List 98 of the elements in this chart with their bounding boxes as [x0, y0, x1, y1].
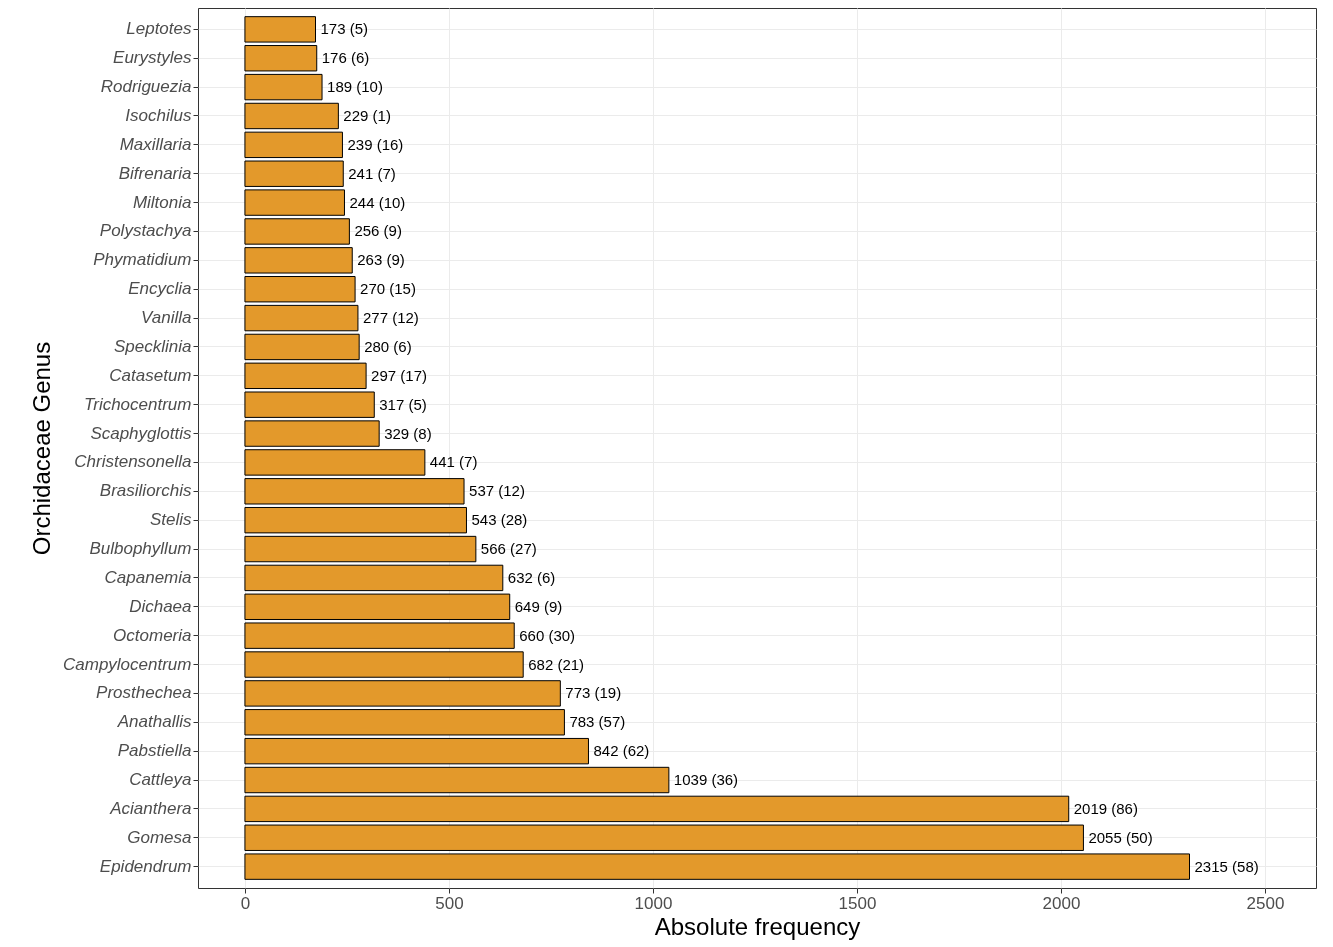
data-label: 2019 (86): [1073, 799, 1138, 817]
bar: [244, 824, 1084, 851]
data-label: 189 (10): [327, 78, 383, 96]
x-tick-label: 500: [435, 893, 464, 913]
data-label: 2055 (50): [1088, 828, 1153, 846]
y-tick-label: Campylocentrum: [63, 654, 192, 674]
data-label: 2315 (58): [1194, 857, 1259, 875]
bar: [244, 737, 589, 765]
bar: [244, 564, 504, 592]
bar: [244, 420, 380, 447]
data-label: 537 (12): [469, 482, 525, 500]
data-label: 280 (6): [364, 337, 412, 355]
bar: [244, 853, 1191, 880]
y-tick-label: Miltonia: [132, 192, 192, 212]
y-tick-label: Dichaea: [129, 596, 192, 616]
y-tick-label: Eurystyles: [113, 48, 192, 68]
data-label: 783 (57): [569, 713, 626, 731]
data-label: 773 (19): [565, 684, 622, 702]
data-label: 842 (62): [593, 742, 650, 760]
y-tick-label: Vanilla: [141, 308, 192, 328]
y-tick-label: Cattleya: [129, 770, 192, 790]
data-label: 1039 (36): [673, 771, 739, 789]
y-tick-label: Brasiliorchis: [99, 481, 192, 501]
bar: [244, 45, 318, 72]
y-tick-label: Bifrenaria: [118, 163, 192, 183]
bar: [244, 506, 467, 534]
bar: [244, 247, 353, 274]
x-tick-label: 0: [240, 893, 251, 913]
bar: [244, 189, 345, 216]
bar: [244, 16, 317, 43]
data-label: 176 (6): [321, 49, 370, 67]
data-label: 329 (8): [384, 424, 432, 442]
y-tick-label: Octomeria: [113, 625, 192, 645]
data-label: 256 (9): [354, 222, 402, 240]
y-tick-label: Rodriguezia: [100, 77, 192, 97]
y-tick-label: Anathallis: [116, 712, 192, 732]
y-tick-label: Christensonella: [74, 452, 192, 472]
bar: [244, 131, 343, 159]
y-tick-label: Acianthera: [109, 798, 192, 818]
y-tick-label: Encyclia: [128, 279, 192, 299]
y-tick-label: Polystachya: [99, 221, 192, 241]
data-label: 173 (5): [320, 20, 369, 38]
bar: [244, 73, 323, 101]
data-label: 244 (10): [349, 193, 406, 211]
bar: [244, 333, 360, 361]
data-label: 682 (21): [528, 655, 585, 673]
data-label: 297 (17): [371, 366, 427, 384]
y-axis-title: Orchidaceae Genus: [28, 341, 56, 556]
y-tick-label: Stelis: [149, 510, 192, 530]
y-tick-label: Specklinia: [114, 336, 192, 356]
y-tick-label: Bulbophyllum: [89, 539, 192, 559]
bar: [244, 160, 344, 187]
bar: [244, 362, 367, 390]
data-label: 649 (9): [514, 597, 563, 615]
bar: [244, 391, 375, 418]
bar: [244, 102, 339, 130]
y-tick-label: Maxillaria: [119, 134, 192, 154]
y-tick-label: Gomesa: [127, 827, 192, 847]
x-axis-title: Absolute frequency: [654, 912, 861, 940]
data-label: 566 (27): [480, 540, 537, 558]
data-label: 441 (7): [429, 453, 478, 471]
data-label: 632 (6): [507, 568, 556, 586]
bar: [244, 680, 561, 707]
bar: [244, 651, 524, 678]
y-tick-label: Scaphyglottis: [90, 423, 192, 443]
y-tick-label: Leptotes: [126, 19, 192, 39]
x-tick-label: 2000: [1042, 893, 1081, 913]
x-tick-label: 2500: [1246, 893, 1285, 913]
bar: [244, 218, 350, 245]
y-tick-label: Catasetum: [109, 365, 192, 385]
data-label: 239 (16): [347, 135, 404, 153]
y-tick-label: Trichocentrum: [84, 394, 192, 414]
bar: [244, 276, 356, 303]
data-label: 660 (30): [519, 626, 576, 644]
bar: [244, 622, 515, 649]
data-label: 543 (28): [471, 511, 528, 529]
data-label: 317 (5): [379, 395, 427, 413]
data-label: 241 (7): [348, 164, 396, 182]
bar: [244, 449, 426, 476]
data-label: 270 (15): [360, 280, 416, 298]
y-tick-label: Prosthechea: [96, 683, 192, 703]
bar: [244, 304, 359, 332]
data-label: 263 (9): [357, 251, 405, 269]
y-tick-label: Pabstiella: [117, 741, 192, 761]
bar: [244, 535, 477, 563]
bar: [244, 795, 1070, 823]
data-label: 229 (1): [343, 106, 391, 124]
bar: [244, 709, 565, 736]
y-tick-label: Epidendrum: [99, 856, 192, 876]
y-tick-label: Capanemia: [104, 567, 192, 587]
y-tick-label: Isochilus: [125, 105, 192, 125]
x-tick-label: 1000: [634, 893, 673, 913]
bar: [244, 766, 670, 794]
y-tick-label: Phymatidium: [93, 250, 192, 270]
bar: [244, 478, 465, 505]
data-label: 277 (12): [362, 309, 419, 327]
x-tick-label: 1500: [838, 893, 877, 913]
bar: [244, 593, 511, 620]
